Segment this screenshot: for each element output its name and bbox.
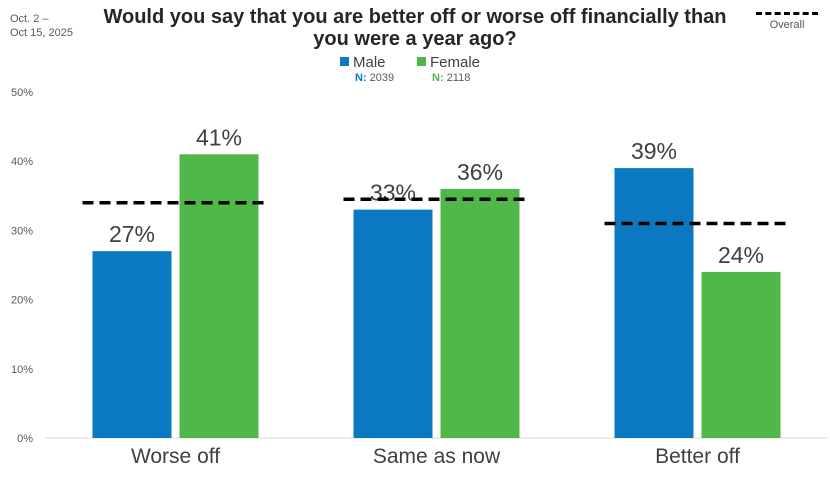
bar-female [440,188,520,438]
date-range-line2: Oct 15, 2025 [10,27,73,39]
legend-swatch-male [340,57,349,66]
data-label: 27% [109,221,155,247]
date-range: Oct. 2 – Oct 15, 2025 [10,12,90,40]
bar-male [353,209,433,438]
x-tick-label: Same as now [373,445,501,468]
y-tick-label: 10% [11,364,33,376]
legend-n-female: N: 2118 [432,70,470,86]
data-label: 33% [370,180,416,206]
overall-legend-label: Overall [769,19,805,31]
bar-female [701,271,781,438]
legend-n-label-female: N: [432,72,444,84]
y-tick-label: 50% [11,87,33,99]
y-tick-label: 20% [11,295,33,307]
legend-n-value-male: 2039 [369,72,395,84]
legend-n-value-female: 2118 [446,72,471,84]
overall-legend: Overall [752,6,822,31]
legend-swatch-female [417,57,426,66]
date-range-line1: Oct. 2 – [10,13,49,25]
y-tick-label: 40% [11,156,33,168]
data-label: 41% [196,124,242,150]
y-tick-label: 30% [11,225,33,237]
legend-n-label-male: N: [355,72,367,84]
bar-male [614,168,694,438]
chart-title: Would you say that you are better off or… [103,6,727,50]
x-tick-label: Worse off [131,445,220,468]
x-tick-label: Better off [655,445,740,468]
bar-male [92,251,172,438]
legend-label-female: Female [430,54,481,71]
data-label: 39% [631,138,677,164]
data-label: 24% [718,242,764,268]
legend-n-male: N: 2039 [355,70,394,86]
y-tick-label: 0% [17,433,33,445]
legend-item-female: Female [417,55,480,71]
overall-dash-swatch [756,12,818,15]
legend-item-male: Male [340,55,386,71]
data-label: 36% [457,159,503,185]
bar-female [179,154,259,438]
legend-label-male: Male [353,54,386,71]
